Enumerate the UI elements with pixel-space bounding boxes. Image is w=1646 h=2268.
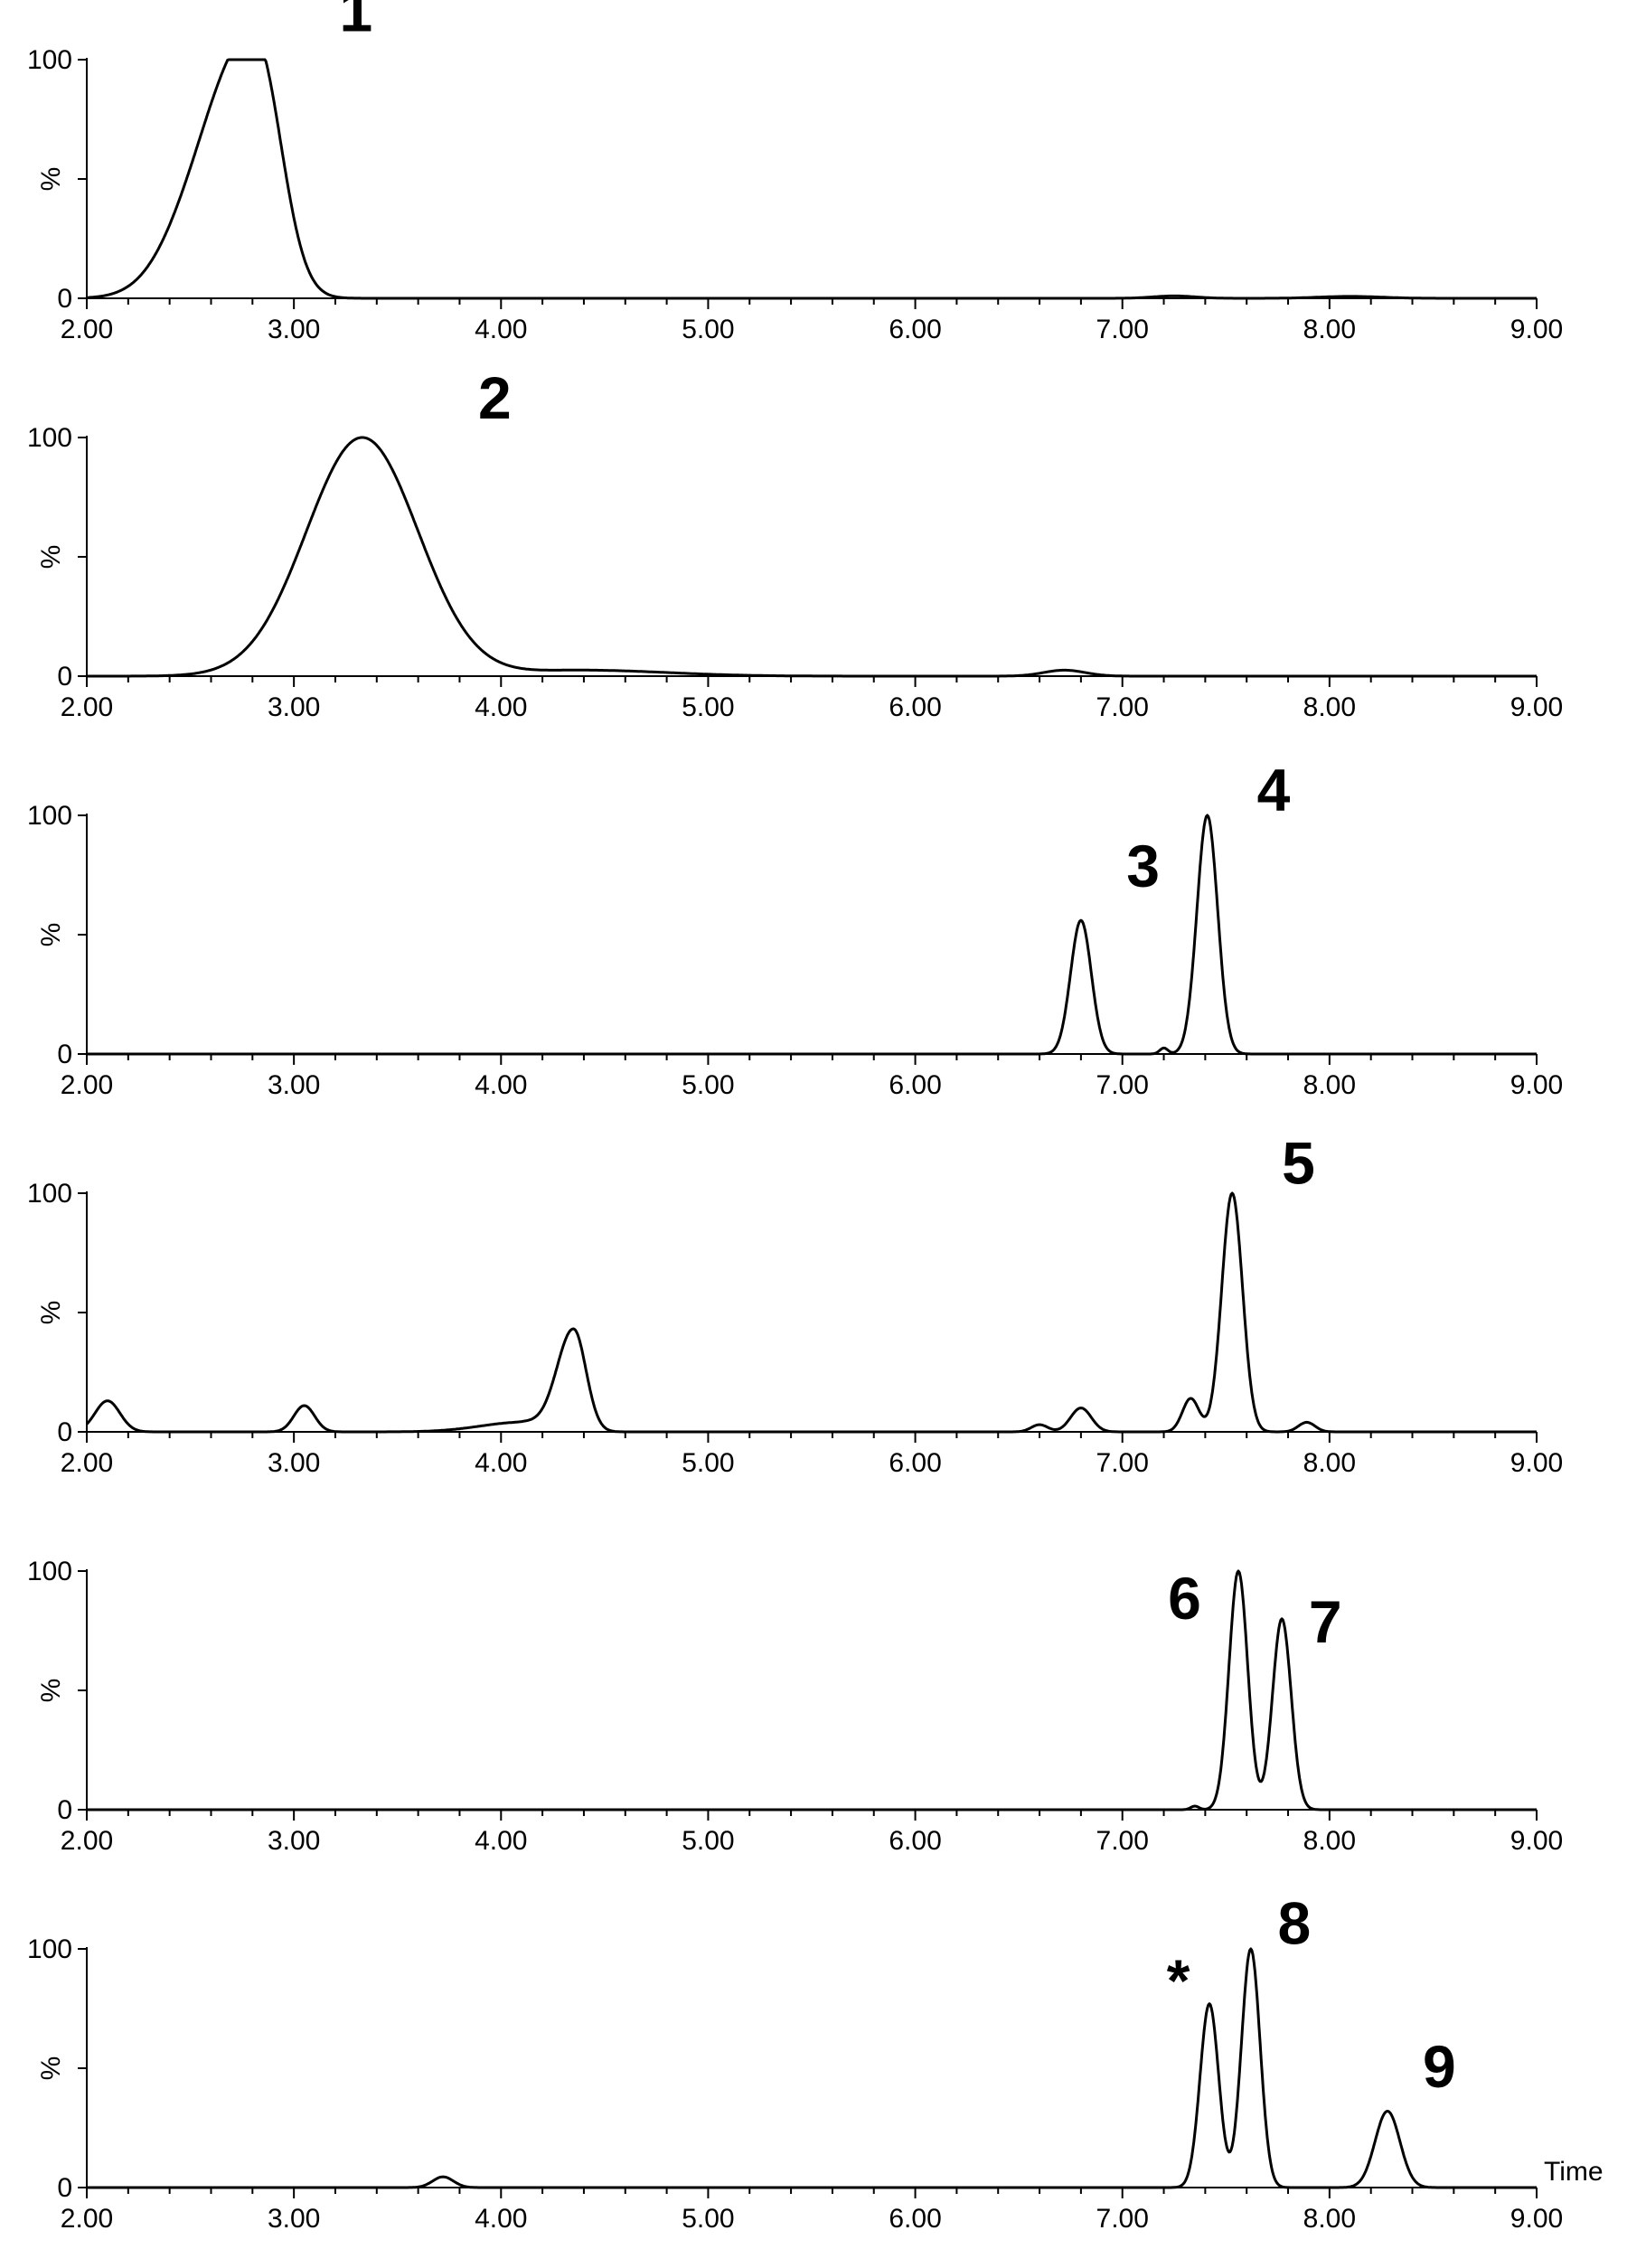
x-tick-label: 6.00 [889, 692, 941, 722]
x-tick-label: 2.00 [61, 315, 113, 344]
x-tick-label: 6.00 [889, 1826, 941, 1856]
x-tick-label: 4.00 [475, 1448, 527, 1478]
chromatogram-trace [86, 436, 1538, 678]
y-tick-label: 0 [57, 2173, 72, 2203]
peak-label-6: 6 [1168, 1565, 1201, 1632]
y-tick-label: 0 [57, 662, 72, 692]
peak-label-3: 3 [1126, 833, 1160, 899]
x-tick-label: 7.00 [1096, 1070, 1149, 1100]
x-tick-label: 4.00 [475, 1826, 527, 1856]
x-tick-label: 7.00 [1096, 315, 1149, 344]
x-tick-label: 8.00 [1303, 1070, 1356, 1100]
y-axis-label: % [36, 545, 66, 569]
y-axis-label: % [36, 167, 66, 192]
x-tick-label: 8.00 [1303, 1448, 1356, 1478]
y-tick-label: 100 [27, 1934, 72, 1964]
chromatogram-panel-4: 0 100% 2.00 3.00 4.00 5.00 6.00 7.00 8.00 9.00 5 [27, 1129, 1563, 1478]
chromatogram-panel-1: 0 100% 2.00 3.00 4.00 5.00 6.00 7.00 8.00 9.00 1 [27, 0, 1563, 344]
x-tick-label: 9.00 [1510, 315, 1563, 344]
x-tick-label: 2.00 [61, 2204, 113, 2234]
x-tick-label: 3.00 [268, 2204, 320, 2234]
x-tick-label: 3.00 [268, 1448, 320, 1478]
x-tick-label: 2.00 [61, 1448, 113, 1478]
peak-label-9: 9 [1423, 2033, 1456, 2100]
x-tick-label: 3.00 [268, 315, 320, 344]
peak-label-5: 5 [1282, 1129, 1315, 1196]
x-tick-label: 9.00 [1510, 692, 1563, 722]
peak-label-2: 2 [478, 364, 512, 431]
chromatogram-trace [85, 1191, 1538, 1434]
x-tick-label: 5.00 [682, 2204, 734, 2234]
x-tick-label: 8.00 [1303, 692, 1356, 722]
x-tick-label: 6.00 [889, 315, 941, 344]
peak-label-8: 8 [1278, 1890, 1312, 1957]
peak-label-asterisk: * [1167, 1947, 1190, 2014]
x-tick-label: 5.00 [682, 1448, 734, 1478]
x-tick-label: 2.00 [61, 692, 113, 722]
x-tick-label: 5.00 [682, 315, 734, 344]
x-tick-label: 9.00 [1510, 1448, 1563, 1478]
chromatogram-trace [86, 814, 1538, 1056]
x-tick-label: 9.00 [1510, 1070, 1563, 1100]
y-tick-label: 0 [57, 1417, 72, 1447]
x-tick-label: 4.00 [475, 315, 527, 344]
x-tick-label: 8.00 [1303, 315, 1356, 344]
x-tick-label: 6.00 [889, 1070, 941, 1100]
x-axis-label: Time [1544, 2157, 1604, 2187]
x-tick-label: 6.00 [889, 1448, 941, 1478]
chromatogram-trace [86, 1947, 1538, 2189]
x-tick-label: 7.00 [1096, 1448, 1149, 1478]
x-tick-label: 4.00 [475, 692, 527, 722]
x-tick-label: 8.00 [1303, 1826, 1356, 1856]
x-tick-label: 8.00 [1303, 2204, 1356, 2234]
y-axis-label: % [36, 1301, 66, 1325]
x-tick-label: 3.00 [268, 1826, 320, 1856]
x-tick-label: 9.00 [1510, 2204, 1563, 2234]
x-tick-label: 3.00 [268, 692, 320, 722]
chromatogram-panel-6: 0 100% 2.00 3.00 4.00 5.00 6.00 7.00 8.00 9.00 Tim… [27, 1890, 1604, 2234]
x-tick-label: 2.00 [61, 1070, 113, 1100]
x-tick-label: 3.00 [268, 1070, 320, 1100]
peak-label-4: 4 [1257, 757, 1291, 823]
peak-label-1: 1 [340, 0, 373, 43]
y-tick-label: 0 [57, 1040, 72, 1069]
chromatogram-panel-5: 0 100% 2.00 3.00 4.00 5.00 6.00 7.00 8.00 9.00 6 7 [27, 1557, 1563, 1856]
x-tick-label: 2.00 [61, 1826, 113, 1856]
x-tick-label: 7.00 [1096, 692, 1149, 722]
y-axis-label: % [36, 2056, 66, 2081]
peak-label-7: 7 [1309, 1588, 1342, 1655]
x-tick-label: 7.00 [1096, 1826, 1149, 1856]
chromatogram-trace [86, 1569, 1538, 1812]
y-tick-label: 100 [27, 45, 72, 75]
chromatogram-trace [86, 58, 1538, 300]
x-tick-label: 4.00 [475, 2204, 527, 2234]
chromatogram-panel-2: 0 100% 2.00 3.00 4.00 5.00 6.00 7.00 8.00 9.00 2 [27, 364, 1563, 722]
y-tick-label: 100 [27, 1179, 72, 1209]
x-tick-label: 9.00 [1510, 1826, 1563, 1856]
y-axis-label: % [36, 1679, 66, 1703]
x-tick-label: 5.00 [682, 692, 734, 722]
y-tick-label: 0 [57, 284, 72, 314]
chromatogram-panel-3: 0 100% 2.00 3.00 4.00 5.00 6.00 7.00 8.00 9.00 3 4 [27, 757, 1563, 1100]
y-tick-label: 100 [27, 1557, 72, 1586]
x-tick-label: 5.00 [682, 1070, 734, 1100]
y-tick-label: 100 [27, 423, 72, 453]
x-tick-label: 5.00 [682, 1826, 734, 1856]
x-tick-label: 4.00 [475, 1070, 527, 1100]
y-tick-label: 100 [27, 801, 72, 831]
y-tick-label: 0 [57, 1795, 72, 1825]
x-tick-label: 7.00 [1096, 2204, 1149, 2234]
y-axis-label: % [36, 923, 66, 947]
x-tick-label: 6.00 [889, 2204, 941, 2234]
